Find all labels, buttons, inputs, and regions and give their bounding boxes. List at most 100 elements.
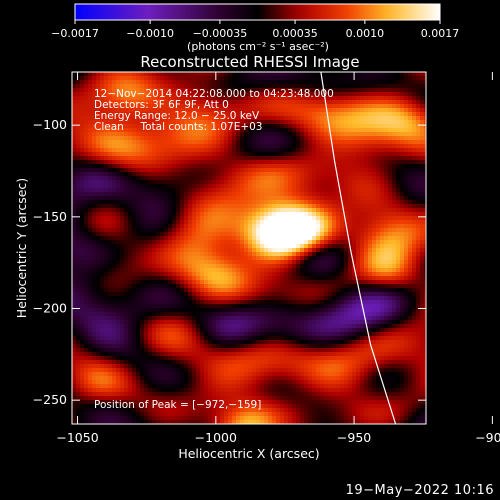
heatmap-cell	[252, 176, 257, 181]
heatmap-cell	[328, 220, 333, 225]
heatmap-cell	[252, 124, 257, 129]
heatmap-cell	[184, 96, 189, 101]
heatmap-cell	[292, 232, 297, 237]
heatmap-cell	[248, 252, 253, 257]
heatmap-cell	[304, 192, 309, 197]
heatmap-cell	[112, 288, 117, 293]
heatmap-cell	[204, 96, 209, 101]
heatmap-cell	[320, 116, 325, 121]
heatmap-cell	[192, 268, 197, 273]
heatmap-cell	[360, 248, 365, 253]
heatmap-cell	[352, 120, 357, 125]
heatmap-cell	[104, 152, 109, 157]
heatmap-cell	[268, 84, 273, 89]
heatmap-cell	[192, 180, 197, 185]
heatmap-cell	[132, 236, 137, 241]
heatmap-cell	[140, 256, 145, 261]
heatmap-cell	[176, 144, 181, 149]
heatmap-cell	[372, 292, 377, 297]
heatmap-cell	[296, 124, 301, 129]
heatmap-cell	[248, 76, 253, 81]
heatmap-cell	[216, 220, 221, 225]
heatmap-cell	[404, 216, 409, 221]
heatmap-cell	[144, 212, 149, 217]
heatmap-cell	[280, 136, 285, 141]
heatmap-cell	[120, 196, 125, 201]
heatmap-cell	[252, 112, 257, 117]
heatmap-cell	[228, 164, 233, 169]
heatmap-cell	[412, 116, 417, 121]
heatmap-cell	[216, 92, 221, 97]
heatmap-cell	[292, 76, 297, 81]
heatmap-cell	[88, 224, 93, 229]
heatmap-cell	[408, 228, 413, 233]
heatmap-cell	[164, 120, 169, 125]
heatmap-cell	[420, 128, 425, 133]
heatmap-cell	[236, 120, 241, 125]
heatmap-cell	[412, 100, 417, 105]
heatmap-cell	[352, 188, 357, 193]
heatmap-cell	[340, 168, 345, 173]
heatmap-cell	[224, 280, 229, 285]
heatmap-cell	[392, 168, 397, 173]
heatmap-cell	[244, 92, 249, 97]
heatmap-cell	[352, 80, 357, 85]
heatmap-cell	[244, 272, 249, 277]
heatmap-cell	[384, 180, 389, 185]
heatmap-cell	[256, 292, 261, 297]
heatmap-cell	[92, 156, 97, 161]
heatmap-cell	[368, 156, 373, 161]
heatmap-cell	[332, 216, 337, 221]
heatmap-cell	[260, 76, 265, 81]
heatmap-cell	[288, 124, 293, 129]
heatmap-cell	[132, 252, 137, 257]
heatmap-cell	[88, 148, 93, 153]
heatmap-cell	[172, 80, 177, 85]
heatmap-cell	[164, 132, 169, 137]
heatmap-cell	[228, 264, 233, 269]
heatmap-cell	[192, 252, 197, 257]
heatmap-cell	[216, 244, 221, 249]
heatmap-cell	[388, 144, 393, 149]
heatmap-cell	[212, 264, 217, 269]
heatmap-cell	[312, 188, 317, 193]
heatmap-cell	[264, 288, 269, 293]
heatmap-cell	[136, 116, 141, 121]
heatmap-cell	[128, 120, 133, 125]
heatmap-cell	[356, 220, 361, 225]
heatmap-cell	[348, 256, 353, 261]
heatmap-cell	[172, 256, 177, 261]
heatmap-cell	[356, 136, 361, 141]
heatmap-cell	[120, 168, 125, 173]
heatmap-cell	[384, 108, 389, 113]
heatmap-cell	[220, 272, 225, 277]
heatmap-cell	[184, 140, 189, 145]
heatmap-cell	[380, 168, 385, 173]
heatmap-cell	[100, 148, 105, 153]
heatmap-cell	[116, 144, 121, 149]
heatmap-cell	[288, 132, 293, 137]
heatmap-cell	[216, 164, 221, 169]
heatmap-cell	[132, 172, 137, 177]
heatmap-cell	[120, 240, 125, 245]
heatmap-cell	[212, 80, 217, 85]
heatmap-cell	[328, 232, 333, 237]
heatmap-cell	[320, 180, 325, 185]
heatmap-cell	[132, 132, 137, 137]
heatmap-cell	[216, 200, 221, 205]
heatmap-cell	[124, 152, 129, 157]
heatmap-cell	[268, 116, 273, 121]
heatmap-cell	[208, 128, 213, 133]
heatmap-cell	[344, 276, 349, 281]
heatmap-cell	[368, 176, 373, 181]
heatmap-cell	[364, 132, 369, 137]
heatmap-cell	[128, 228, 133, 233]
heatmap-cell	[148, 252, 153, 257]
heatmap-cell	[288, 204, 293, 209]
heatmap-cell	[148, 112, 153, 117]
heatmap-cell	[92, 180, 97, 185]
heatmap-cell	[264, 172, 269, 177]
heatmap-cell	[408, 188, 413, 193]
heatmap-cell	[196, 200, 201, 205]
heatmap-cell	[400, 272, 405, 277]
